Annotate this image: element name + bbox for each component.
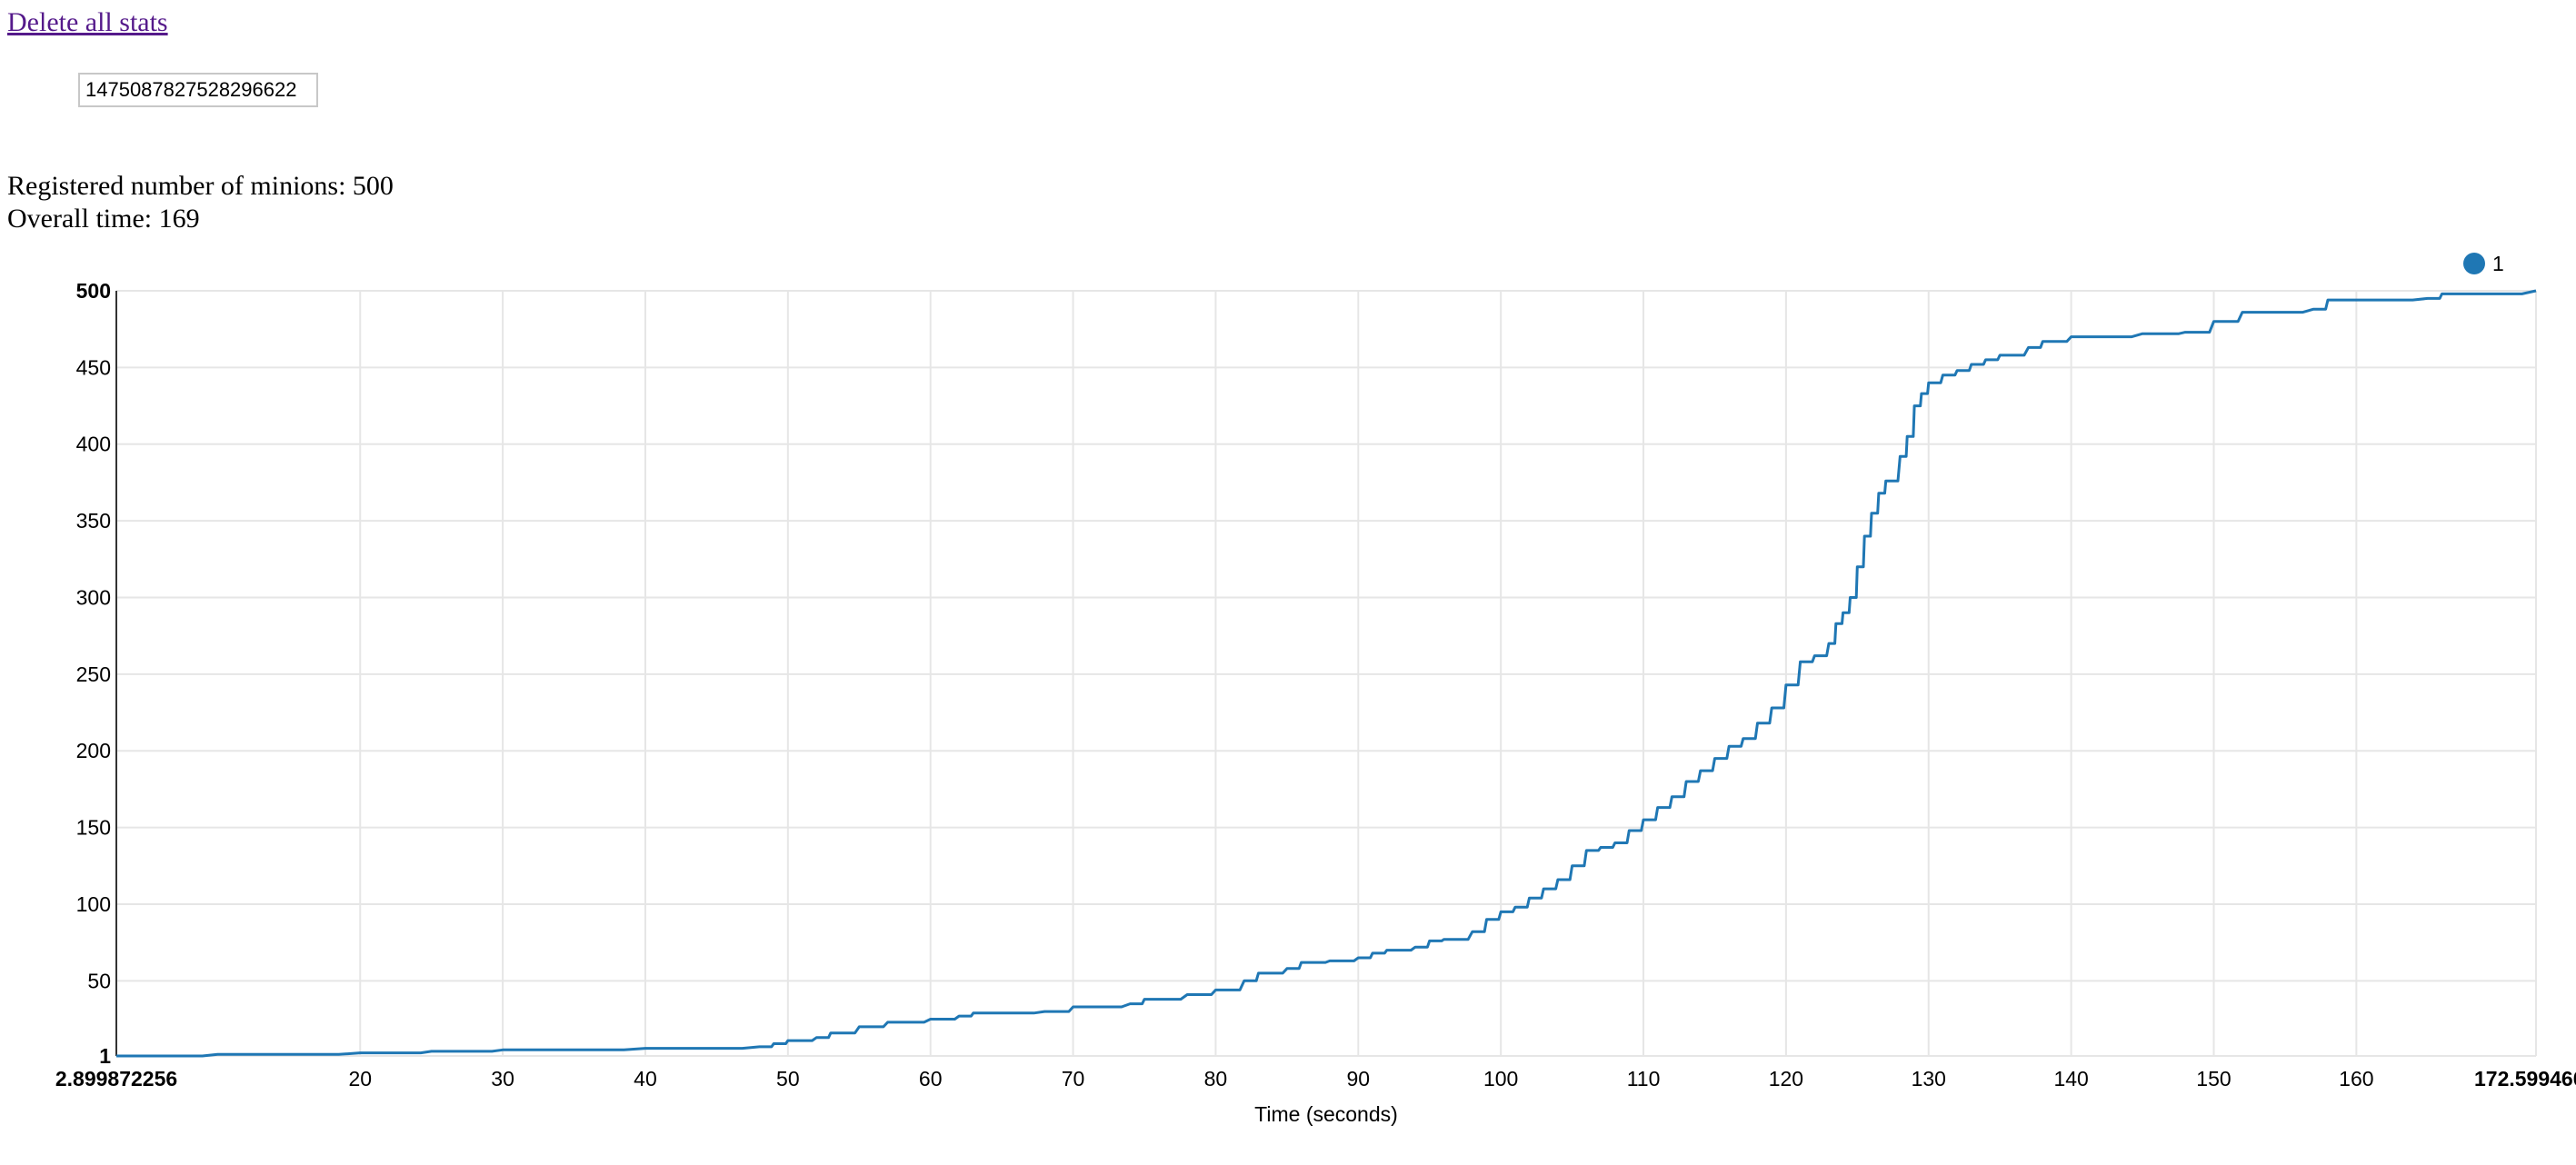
x-tick-label: 30 [491,1067,514,1090]
y-tick-label: 450 [76,355,111,379]
chart-legend[interactable]: 1 [2463,252,2504,275]
y-min-label: 1 [99,1044,111,1068]
legend-item-1[interactable]: 1 [2463,252,2504,275]
x-tick-label: 130 [1912,1067,1946,1090]
chart-grid [116,290,2537,1056]
x-tick-label: 120 [1769,1067,1803,1090]
x-tick-label: 140 [2053,1067,2088,1090]
minions-count-text: Registered number of minions: 500 [7,171,394,201]
y-tick-label: 100 [76,892,111,916]
x-max-label: 172.599460 [2474,1067,2576,1090]
legend-marker [2463,253,2485,274]
y-tick-label: 200 [76,739,111,762]
y-tick-label: 350 [76,509,111,533]
x-tick-label: 90 [1347,1067,1371,1090]
chart-series [116,289,2537,1058]
series-line-1 [116,289,2537,1058]
x-tick-label: 70 [1062,1067,1085,1090]
x-tick-label: 110 [1627,1067,1661,1090]
x-axis-title: Time (seconds) [1254,1102,1398,1126]
x-tick-label: 100 [1483,1067,1518,1090]
x-tick-label: 20 [348,1067,372,1090]
y-tick-label: 250 [76,662,111,686]
x-tick-label: 160 [2339,1067,2373,1090]
y-tick-label: 50 [87,969,111,992]
y-tick-label: 400 [76,433,111,456]
x-tick-label: 50 [776,1067,800,1090]
delete-all-stats-link[interactable]: Delete all stats [7,7,168,37]
y-tick-label: 300 [76,585,111,609]
x-tick-label: 60 [919,1067,943,1090]
legend-label: 1 [2492,252,2504,275]
x-tick-label: 40 [634,1067,657,1090]
run-id-field[interactable]: 1475087827528296622 [78,73,318,107]
x-min-label: 2.899872256 [55,1067,177,1090]
y-max-label: 500 [76,279,111,303]
overall-time-text: Overall time: 169 [7,204,200,234]
x-tick-label: 150 [2196,1067,2231,1090]
x-tick-label: 80 [1204,1067,1228,1090]
chart-axes: 50 100 150 200 250 300 350 400 450 1 500 20 30 40 50 60… [55,279,2576,1126]
y-tick-label: 150 [76,816,111,840]
